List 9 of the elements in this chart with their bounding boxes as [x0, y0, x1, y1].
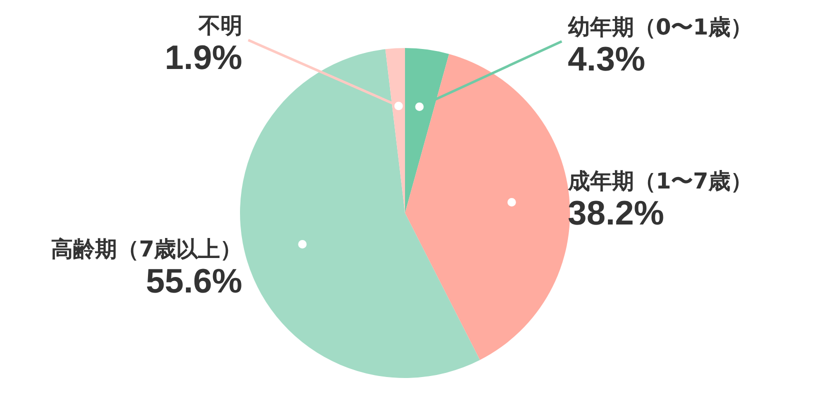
slice-label: 成年期（1〜7歳）	[566, 170, 752, 195]
slice-label: 高齢期（7歳以上）	[50, 236, 242, 262]
data-label: 55.6%	[146, 262, 242, 300]
data-label: 38.2%	[568, 194, 664, 233]
slice-label: 幼年期（0〜1歳）	[568, 15, 752, 40]
data-label: 1.9%	[164, 39, 242, 78]
pie-slice	[240, 49, 480, 378]
data-label: 4.3%	[568, 40, 646, 78]
slice-label: 不明	[197, 14, 242, 40]
